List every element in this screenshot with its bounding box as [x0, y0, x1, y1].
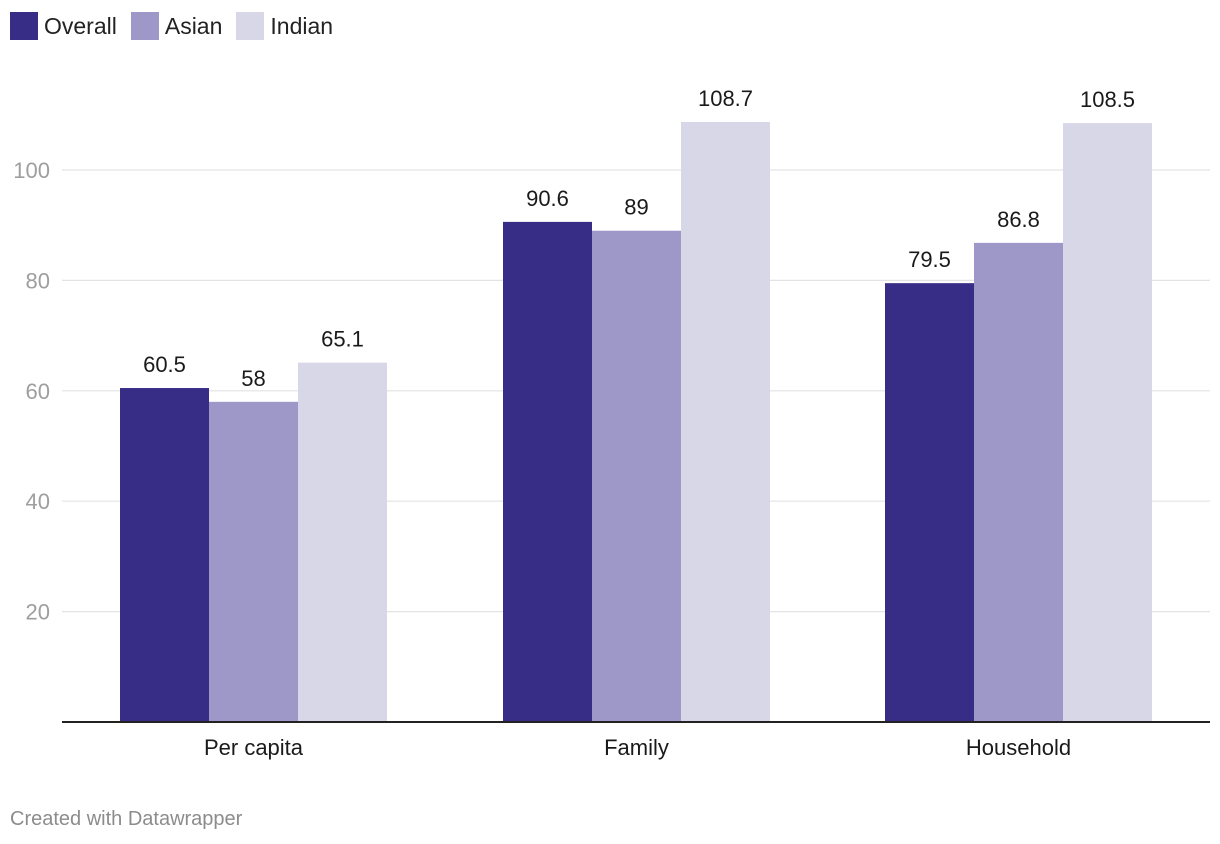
legend-label-overall: Overall [44, 12, 117, 39]
legend-item-indian: Indian [236, 12, 333, 40]
data-label: 108.5 [1080, 87, 1135, 112]
bar [592, 230, 681, 722]
data-label: 89 [624, 195, 648, 220]
legend-swatch-asian [130, 12, 159, 40]
legend-swatch-overall [10, 12, 38, 40]
bar-chart: 20 40 60 80 100 60.5 58 65.1 Per capita 90.6 89 108… [13, 86, 1210, 760]
bar [209, 401, 298, 722]
legend-item-overall: Overall [10, 12, 117, 40]
bar [681, 121, 770, 722]
legend-label-asian: Asian [164, 12, 223, 39]
bar [974, 242, 1063, 722]
x-tick-label: Family [604, 735, 669, 760]
footer-credit: Created with Datawrapper [10, 808, 243, 830]
x-tick-label: Per capita [204, 735, 304, 760]
legend-label-indian: Indian [270, 12, 334, 39]
bar [120, 388, 209, 722]
legend: Overall Asian Indian [10, 12, 347, 40]
data-label: 65.1 [321, 327, 364, 352]
y-tick-label: 100 [13, 158, 50, 183]
y-tick-label: 60 [26, 379, 50, 404]
bar [1063, 123, 1152, 722]
data-label: 60.5 [143, 352, 186, 377]
data-label: 86.8 [997, 207, 1040, 232]
bar [503, 221, 592, 722]
y-tick-label: 80 [26, 268, 50, 293]
y-tick-label: 20 [26, 600, 50, 625]
data-label: 79.5 [908, 247, 951, 272]
bar [885, 283, 974, 722]
data-label: 58 [241, 366, 265, 391]
legend-item-asian: Asian [130, 12, 223, 40]
x-tick-label: Household [966, 735, 1071, 760]
bar [298, 362, 387, 722]
y-tick-label: 40 [26, 489, 50, 514]
data-label: 108.7 [698, 86, 753, 111]
data-label: 90.6 [526, 186, 569, 211]
legend-swatch-indian [236, 12, 265, 40]
